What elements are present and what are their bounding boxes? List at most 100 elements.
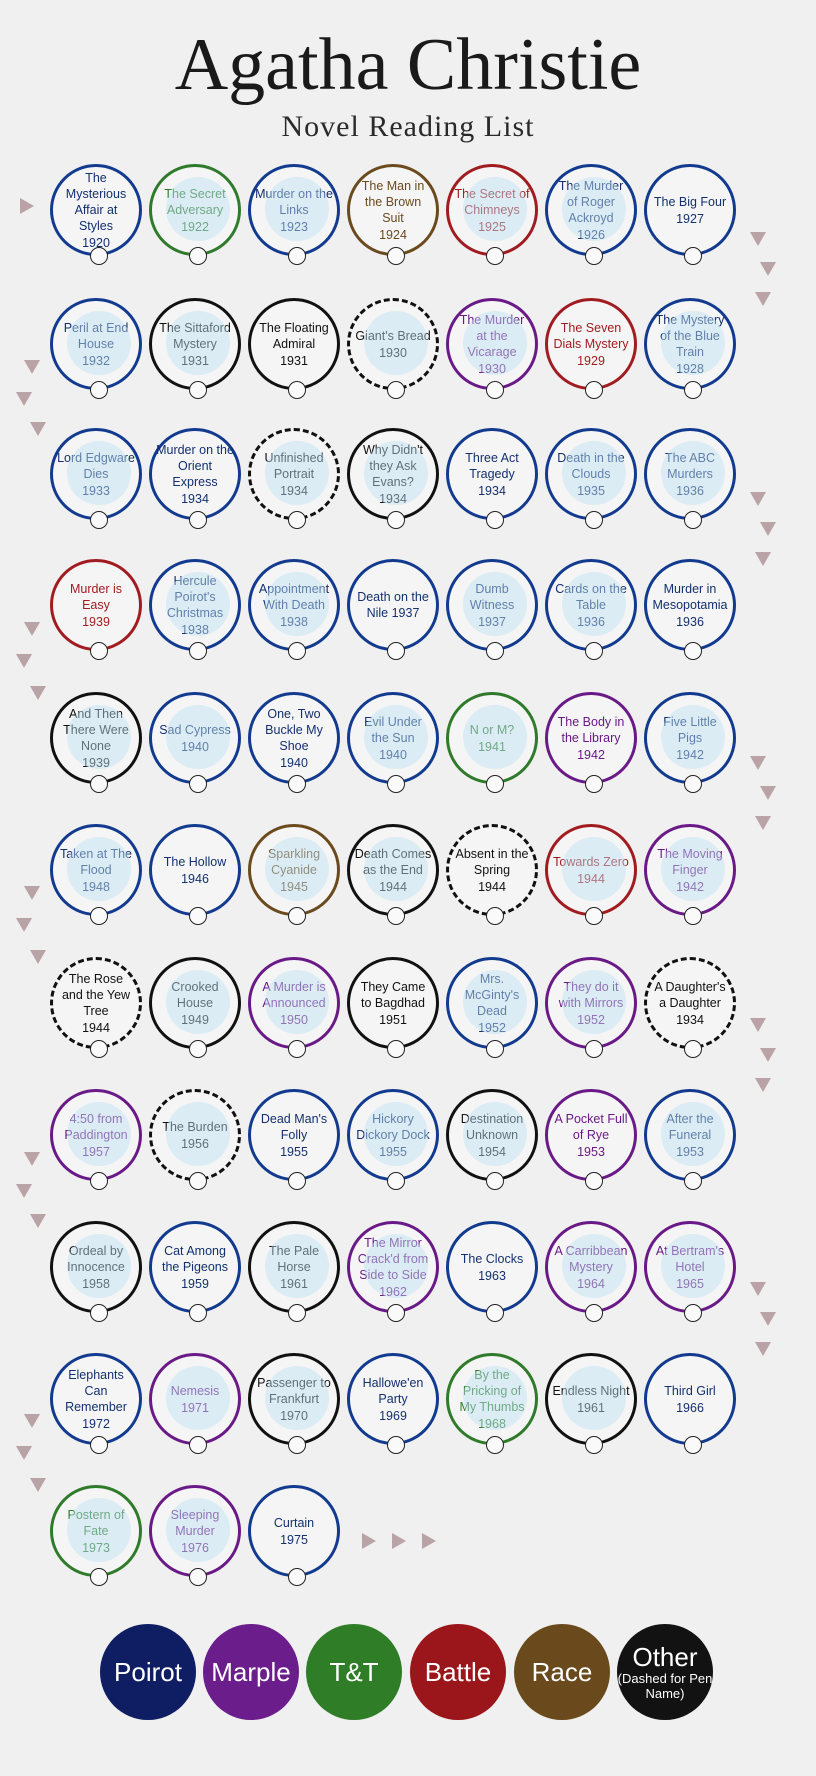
book-circle[interactable]: Five Little Pigs 1942 xyxy=(644,692,736,793)
read-checkbox[interactable] xyxy=(288,907,306,925)
book-circle[interactable]: Curtain 1975 xyxy=(248,1485,340,1586)
book-circle[interactable]: Ordeal by Innocence 1958 xyxy=(50,1221,142,1322)
read-checkbox[interactable] xyxy=(387,642,405,660)
book-circle[interactable]: Nemesis 1971 xyxy=(149,1353,241,1454)
read-checkbox[interactable] xyxy=(486,1304,504,1322)
read-checkbox[interactable] xyxy=(486,907,504,925)
book-circle[interactable]: Passenger to Frankfurt 1970 xyxy=(248,1353,340,1454)
read-checkbox[interactable] xyxy=(90,1568,108,1586)
book-circle[interactable]: The Clocks 1963 xyxy=(446,1221,538,1322)
read-checkbox[interactable] xyxy=(585,1304,603,1322)
book-circle[interactable]: A Carribbean Mystery 1964 xyxy=(545,1221,637,1322)
book-circle[interactable]: After the Funeral 1953 xyxy=(644,1089,736,1190)
book-circle[interactable]: Elephants Can Remember 1972 xyxy=(50,1353,142,1454)
book-circle[interactable]: Third Girl 1966 xyxy=(644,1353,736,1454)
book-circle[interactable]: The Man in the Brown Suit 1924 xyxy=(347,164,439,265)
read-checkbox[interactable] xyxy=(387,1172,405,1190)
read-checkbox[interactable] xyxy=(189,1568,207,1586)
book-circle[interactable]: The Rose and the Yew Tree 1944 xyxy=(50,957,142,1058)
book-circle[interactable]: Dumb Witness 1937 xyxy=(446,559,538,660)
book-circle[interactable]: 4:50 from Paddington 1957 xyxy=(50,1089,142,1190)
read-checkbox[interactable] xyxy=(90,775,108,793)
book-circle[interactable]: Endless Night 1961 xyxy=(545,1353,637,1454)
read-checkbox[interactable] xyxy=(90,1436,108,1454)
read-checkbox[interactable] xyxy=(387,1040,405,1058)
book-circle[interactable]: The Moving Finger 1942 xyxy=(644,824,736,925)
read-checkbox[interactable] xyxy=(189,907,207,925)
read-checkbox[interactable] xyxy=(585,1172,603,1190)
book-circle[interactable]: Cat Among the Pigeons 1959 xyxy=(149,1221,241,1322)
read-checkbox[interactable] xyxy=(189,381,207,399)
book-circle[interactable]: Three Act Tragedy 1934 xyxy=(446,428,538,529)
book-circle[interactable]: Giant's Bread 1930 xyxy=(347,298,439,399)
book-circle[interactable]: The Seven Dials Mystery 1929 xyxy=(545,298,637,399)
book-circle[interactable]: Peril at End House 1932 xyxy=(50,298,142,399)
book-circle[interactable]: The Secret of Chimneys 1925 xyxy=(446,164,538,265)
book-circle[interactable]: The Murder at the Vicarage 1930 xyxy=(446,298,538,399)
book-circle[interactable]: Why Didn't they Ask Evans? 1934 xyxy=(347,428,439,529)
book-circle[interactable]: Sleeping Murder 1976 xyxy=(149,1485,241,1586)
read-checkbox[interactable] xyxy=(90,1304,108,1322)
read-checkbox[interactable] xyxy=(288,1436,306,1454)
book-circle[interactable]: The Mystery of the Blue Train 1928 xyxy=(644,298,736,399)
book-circle[interactable]: They Came to Bagdhad 1951 xyxy=(347,957,439,1058)
read-checkbox[interactable] xyxy=(585,642,603,660)
read-checkbox[interactable] xyxy=(684,907,702,925)
book-circle[interactable]: The Mysterious Affair at Styles 1920 xyxy=(50,164,142,265)
read-checkbox[interactable] xyxy=(189,511,207,529)
read-checkbox[interactable] xyxy=(486,642,504,660)
read-checkbox[interactable] xyxy=(684,1304,702,1322)
read-checkbox[interactable] xyxy=(288,1568,306,1586)
read-checkbox[interactable] xyxy=(684,1040,702,1058)
book-circle[interactable]: Absent in the Spring 1944 xyxy=(446,824,538,925)
book-circle[interactable]: Cards on the Table 1936 xyxy=(545,559,637,660)
read-checkbox[interactable] xyxy=(585,1436,603,1454)
read-checkbox[interactable] xyxy=(189,1436,207,1454)
read-checkbox[interactable] xyxy=(387,1304,405,1322)
read-checkbox[interactable] xyxy=(486,1172,504,1190)
read-checkbox[interactable] xyxy=(486,1436,504,1454)
book-circle[interactable]: Death in the Clouds 1935 xyxy=(545,428,637,529)
read-checkbox[interactable] xyxy=(90,247,108,265)
read-checkbox[interactable] xyxy=(684,775,702,793)
book-circle[interactable]: Sad Cypress 1940 xyxy=(149,692,241,793)
book-circle[interactable]: Crooked House 1949 xyxy=(149,957,241,1058)
book-circle[interactable]: Mrs. McGinty's Dead 1952 xyxy=(446,957,538,1058)
book-circle[interactable]: Hercule Poirot's Christmas 1938 xyxy=(149,559,241,660)
book-circle[interactable]: At Bertram's Hotel 1965 xyxy=(644,1221,736,1322)
book-circle[interactable]: Murder in Mesopotamia 1936 xyxy=(644,559,736,660)
book-circle[interactable]: Murder is Easy 1939 xyxy=(50,559,142,660)
book-circle[interactable]: The Mirror Crack'd from Side to Side 1962 xyxy=(347,1221,439,1322)
book-circle[interactable]: Evil Under the Sun 1940 xyxy=(347,692,439,793)
book-circle[interactable]: The Big Four 1927 xyxy=(644,164,736,265)
read-checkbox[interactable] xyxy=(288,1304,306,1322)
book-circle[interactable]: Dead Man's Folly 1955 xyxy=(248,1089,340,1190)
book-circle[interactable]: And Then There Were None 1939 xyxy=(50,692,142,793)
book-circle[interactable]: Postern of Fate 1973 xyxy=(50,1485,142,1586)
read-checkbox[interactable] xyxy=(684,642,702,660)
book-circle[interactable]: Hickory Dickory Dock 1955 xyxy=(347,1089,439,1190)
book-circle[interactable]: Hallowe'en Party 1969 xyxy=(347,1353,439,1454)
read-checkbox[interactable] xyxy=(288,1172,306,1190)
read-checkbox[interactable] xyxy=(90,1172,108,1190)
read-checkbox[interactable] xyxy=(684,1436,702,1454)
read-checkbox[interactable] xyxy=(288,511,306,529)
read-checkbox[interactable] xyxy=(189,642,207,660)
read-checkbox[interactable] xyxy=(585,775,603,793)
book-circle[interactable]: By the Pricking of My Thumbs 1968 xyxy=(446,1353,538,1454)
read-checkbox[interactable] xyxy=(90,511,108,529)
read-checkbox[interactable] xyxy=(387,381,405,399)
book-circle[interactable]: Destination Unknown 1954 xyxy=(446,1089,538,1190)
read-checkbox[interactable] xyxy=(585,1040,603,1058)
read-checkbox[interactable] xyxy=(387,247,405,265)
read-checkbox[interactable] xyxy=(387,775,405,793)
book-circle[interactable]: Lord Edgware Dies 1933 xyxy=(50,428,142,529)
book-circle[interactable]: Unfinished Portrait 1934 xyxy=(248,428,340,529)
read-checkbox[interactable] xyxy=(585,511,603,529)
book-circle[interactable]: One, Two Buckle My Shoe 1940 xyxy=(248,692,340,793)
read-checkbox[interactable] xyxy=(189,1172,207,1190)
read-checkbox[interactable] xyxy=(486,247,504,265)
read-checkbox[interactable] xyxy=(684,1172,702,1190)
book-circle[interactable]: Murder on the Orient Express 1934 xyxy=(149,428,241,529)
book-circle[interactable]: Towards Zero 1944 xyxy=(545,824,637,925)
